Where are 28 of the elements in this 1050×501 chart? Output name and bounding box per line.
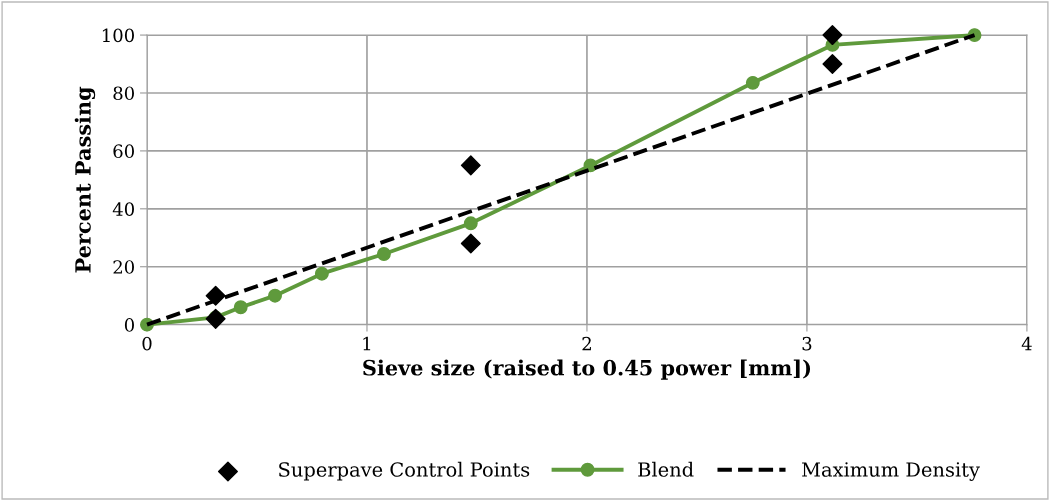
y-tick-label: 20 xyxy=(113,260,134,274)
y-axis-title: Percent Passing xyxy=(74,86,96,273)
x-tick-label: 4 xyxy=(1021,336,1032,351)
x-tick-label: 3 xyxy=(802,336,812,351)
x-tick-label: 1 xyxy=(363,336,371,351)
point xyxy=(205,285,226,306)
y-tick-label: 60 xyxy=(113,144,134,159)
legend-label: Maximum Density xyxy=(802,462,980,481)
point xyxy=(460,233,481,254)
legend-label: Superpave Control Points xyxy=(279,461,530,481)
y-tick-label: 100 xyxy=(102,28,134,43)
point xyxy=(233,300,248,315)
point xyxy=(205,308,226,329)
y-tick-label: 80 xyxy=(113,86,134,101)
point xyxy=(822,54,843,75)
x-tick-label: 2 xyxy=(582,336,591,351)
y-tick-label: 40 xyxy=(112,202,134,216)
point xyxy=(745,75,760,90)
point xyxy=(376,247,391,261)
x-tick-label: 0 xyxy=(142,336,152,351)
legend-label: Blend xyxy=(638,461,694,477)
point xyxy=(463,216,478,231)
point xyxy=(268,288,282,303)
x-axis-title: Sieve size (raised to 0.45 power [mm]) xyxy=(363,359,811,380)
y-tick-label: 0 xyxy=(124,318,134,332)
point xyxy=(460,155,481,176)
point xyxy=(822,25,843,46)
point xyxy=(314,266,329,281)
